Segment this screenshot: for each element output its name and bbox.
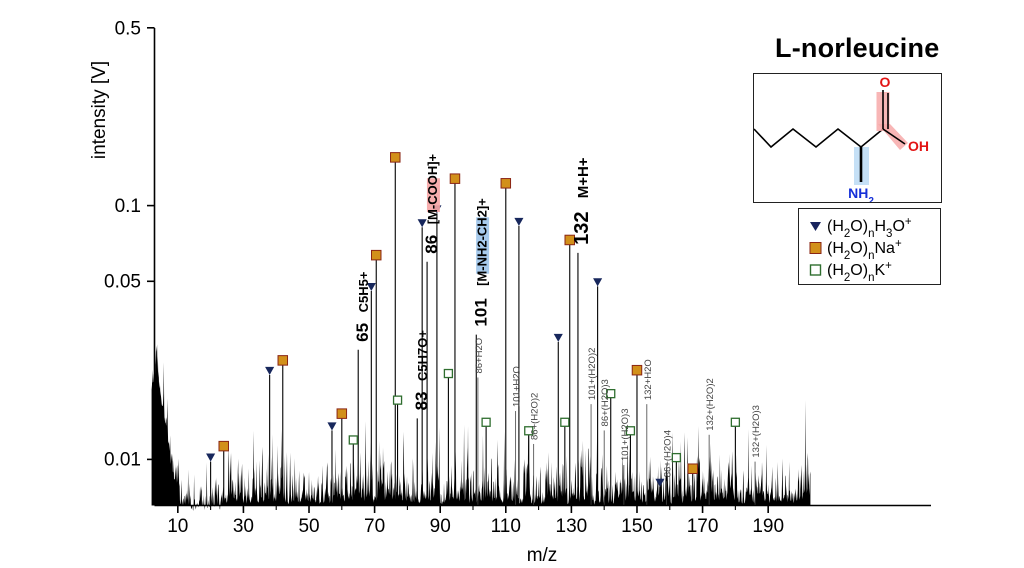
svg-text:86: 86 (422, 235, 441, 254)
svg-text:132+H2O: 132+H2O (643, 359, 654, 400)
svg-text:M+H+: M+H+ (575, 157, 592, 198)
svg-text:0.5: 0.5 (115, 19, 141, 40)
svg-text:132+(H2O)3: 132+(H2O)3 (751, 405, 762, 458)
svg-text:90: 90 (430, 516, 451, 537)
svg-text:65: 65 (353, 323, 372, 342)
svg-text:[M-NH2-CH2]+: [M-NH2-CH2]+ (474, 198, 489, 286)
svg-text:C5H7O+: C5H7O+ (415, 330, 430, 381)
svg-text:110: 110 (491, 516, 521, 537)
svg-text:101+(H2O)3: 101+(H2O)3 (620, 408, 631, 461)
svg-text:[M-COOH]+: [M-COOH]+ (425, 153, 440, 224)
svg-text:C5H5+: C5H5+ (356, 271, 371, 312)
svg-text:170: 170 (687, 516, 719, 537)
svg-text:130: 130 (556, 516, 588, 537)
svg-text:83: 83 (412, 391, 431, 410)
svg-text:O: O (880, 74, 891, 90)
svg-text:101+H2O: 101+H2O (512, 366, 523, 407)
svg-text:OH: OH (908, 138, 929, 154)
svg-text:101: 101 (471, 298, 490, 326)
svg-text:10: 10 (167, 516, 188, 537)
svg-text:132: 132 (571, 212, 593, 245)
svg-text:30: 30 (233, 516, 254, 537)
svg-text:150: 150 (621, 516, 653, 537)
svg-text:0.01: 0.01 (104, 450, 141, 471)
svg-text:190: 190 (752, 516, 784, 537)
svg-text:(H2O)nH3O+: (H2O)nH3O+ (827, 216, 912, 240)
svg-text:86+(H2O)3: 86+(H2O)3 (600, 379, 611, 426)
svg-text:70: 70 (364, 516, 385, 537)
svg-text:86+H2O: 86+H2O (474, 338, 485, 374)
svg-text:86+(H2O)2: 86+(H2O)2 (530, 393, 541, 440)
svg-text:0.05: 0.05 (104, 272, 141, 293)
svg-text:50: 50 (298, 516, 319, 537)
svg-text:132+(H2O)2: 132+(H2O)2 (705, 378, 716, 431)
svg-text:0.1: 0.1 (115, 196, 141, 217)
svg-text:86+(H2O)4: 86+(H2O)4 (663, 430, 674, 477)
svg-text:intensity [V]: intensity [V] (89, 61, 110, 159)
svg-text:(H2O)nK+: (H2O)nK+ (827, 260, 892, 284)
svg-text:101+(H2O)2: 101+(H2O)2 (587, 348, 598, 401)
svg-text:NH2: NH2 (848, 185, 874, 202)
svg-text:m/z: m/z (527, 545, 558, 566)
svg-text:(H2O)nNa+: (H2O)nNa+ (827, 238, 902, 262)
